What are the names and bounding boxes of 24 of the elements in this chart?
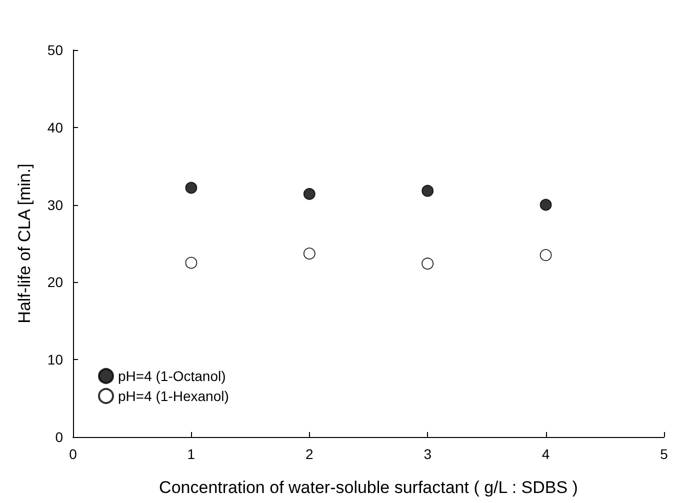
point <box>185 182 198 194</box>
x-tick-label: 3 <box>424 446 432 462</box>
y-axis-title: Half-life of CLA [min.] <box>15 164 34 324</box>
point <box>422 258 434 270</box>
x-tick-label: 0 <box>69 446 78 462</box>
point <box>303 188 316 200</box>
y-tick-label: 0 <box>55 429 64 445</box>
y-tick-label: 20 <box>47 274 64 290</box>
legend-label: pH=4 (1-Hexanol) <box>118 388 229 404</box>
y-tick-label: 40 <box>47 119 64 136</box>
point <box>185 256 198 269</box>
y-tick-label: 50 <box>47 42 64 58</box>
point <box>422 184 434 197</box>
legend-label: pH=4 (1-Octanol) <box>118 368 226 384</box>
x-tick-label: 1 <box>187 446 196 462</box>
x-axis-title: Concentration of water-soluble surfactant ( g/L : SDBS ) <box>159 478 578 497</box>
point <box>540 249 552 262</box>
y-tick-label: 10 <box>47 352 64 368</box>
x-tick-label: 2 <box>306 446 314 462</box>
point <box>540 198 552 211</box>
y-tick-label: 30 <box>47 196 64 213</box>
point <box>303 248 316 260</box>
x-tick-label: 4 <box>542 446 550 462</box>
x-tick-label: 5 <box>660 446 668 462</box>
